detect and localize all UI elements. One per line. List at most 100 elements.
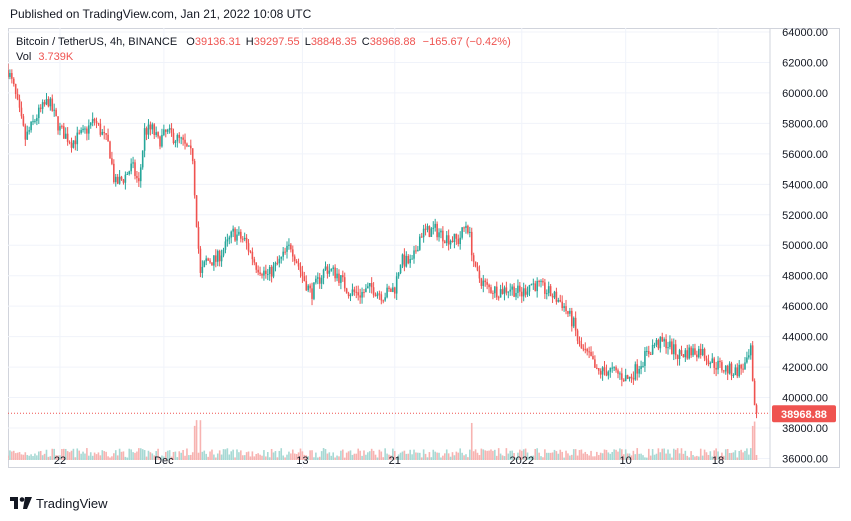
candle-body: [222, 249, 225, 256]
candle-body: [113, 163, 115, 183]
candle-body: [703, 348, 706, 359]
y-tick-label: 58000.00: [782, 118, 828, 130]
candle-body: [469, 231, 471, 233]
volume-bar: [511, 450, 513, 460]
volume-bar: [186, 448, 188, 460]
volume-bar: [497, 448, 500, 460]
volume-bar: [622, 454, 625, 460]
volume-bar: [199, 420, 202, 460]
low-value: 38848.35: [310, 36, 357, 48]
volume-bar: [330, 455, 333, 460]
volume-bar: [640, 453, 642, 460]
candle-body: [484, 280, 487, 283]
candle-body: [449, 240, 452, 245]
legend: Bitcoin / TetherUS, 4h, BINANCE O39136.3…: [16, 35, 511, 65]
volume-bar: [544, 449, 546, 460]
volume-bar: [634, 454, 637, 460]
candle-body: [203, 261, 206, 267]
candle-body: [326, 266, 329, 274]
candle-body: [424, 228, 427, 230]
candle-body: [376, 293, 379, 297]
volume-bar: [711, 456, 714, 460]
candle-body: [405, 255, 408, 267]
candle-body: [36, 118, 38, 121]
volume-bar: [163, 456, 165, 460]
volume-bar: [507, 453, 510, 460]
volume-bar: [182, 450, 184, 460]
volume-bar: [222, 449, 225, 460]
volume-bar: [703, 449, 706, 460]
candle-body: [445, 235, 448, 244]
candle-body: [748, 355, 750, 358]
candle-body: [663, 339, 665, 342]
candle-body: [284, 251, 286, 253]
candle-body: [472, 255, 475, 262]
volume-bar: [603, 449, 606, 460]
volume-bar: [690, 451, 692, 460]
volume-bar: [84, 453, 86, 460]
volume-bar: [132, 452, 134, 460]
candle-body: [528, 285, 531, 292]
candle-body: [209, 260, 211, 263]
top-bar: Published on TradingView.com, Jan 21, 20…: [0, 0, 851, 28]
candle-body: [578, 340, 581, 344]
candle-body: [95, 121, 98, 123]
footer[interactable]: TradingView: [10, 494, 108, 512]
volume-bar: [343, 457, 346, 460]
volume-bar: [49, 456, 52, 460]
candle-body: [272, 265, 275, 277]
volume-bar: [576, 455, 579, 460]
x-tick-label: 10: [620, 455, 632, 467]
volume-label[interactable]: Vol: [16, 51, 32, 63]
candle-body: [193, 161, 196, 196]
price-chart[interactable]: 64000.00 62000.00 60000.00 58000.00 56000.00…: [8, 28, 840, 468]
volume-bar: [124, 456, 127, 460]
volume-bar: [665, 453, 667, 460]
candle-body: [149, 124, 152, 130]
volume-bar: [164, 451, 167, 460]
volume-bar: [8, 455, 9, 460]
candle-body: [447, 235, 450, 245]
candle-body: [507, 291, 510, 293]
candle-body: [607, 371, 610, 376]
volume-bar: [545, 452, 548, 460]
volume-bar: [174, 451, 177, 460]
volume-bar: [155, 451, 157, 460]
symbol-label[interactable]: Bitcoin / TetherUS, 4h, BINANCE: [16, 36, 178, 48]
candle-body: [41, 102, 44, 109]
volume-bar: [420, 457, 423, 460]
candle-body: [124, 174, 127, 183]
candle-body: [721, 362, 723, 371]
volume-bar: [376, 457, 379, 460]
candle-body: [53, 109, 55, 111]
volume-bar: [549, 452, 552, 460]
candle-body: [644, 351, 646, 366]
volume-bar: [613, 449, 615, 460]
volume-bar: [243, 455, 246, 460]
volume-bar: [597, 455, 600, 460]
volume-bar: [322, 448, 325, 460]
volume-bar: [88, 455, 90, 460]
volume-bar: [478, 455, 481, 460]
volume-bar: [105, 451, 107, 460]
volume-bar: [336, 455, 338, 460]
candle-body: [147, 124, 150, 135]
volume-bar: [251, 451, 254, 460]
volume-bar: [586, 453, 588, 460]
candle-body: [674, 344, 677, 356]
volume-bar: [72, 448, 75, 460]
volume-bar: [263, 450, 265, 460]
volume-bar: [515, 457, 517, 460]
volume-bar: [359, 450, 361, 460]
candle-body: [707, 360, 710, 365]
candle-body: [557, 299, 560, 302]
candle-body: [519, 285, 521, 292]
candle-body: [28, 130, 30, 132]
candle-body: [324, 266, 327, 270]
candle-body: [143, 128, 146, 151]
volume-bar: [509, 450, 512, 460]
candle-body: [368, 283, 371, 287]
volume-bar: [651, 449, 654, 460]
candle-body: [438, 232, 440, 238]
volume-bar: [709, 451, 712, 460]
